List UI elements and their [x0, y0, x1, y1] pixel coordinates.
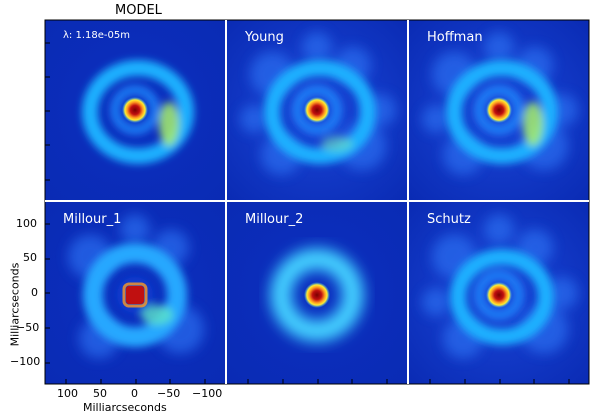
panel-title-young: Young: [245, 30, 284, 45]
figure-title: MODEL: [115, 3, 162, 18]
panel-image: [409, 202, 589, 384]
image-panel-millour1: Millour_1: [45, 202, 225, 384]
panel-image: [227, 20, 407, 200]
panel-title-millour2: Millour_2: [245, 212, 304, 227]
x-tick-label: 100: [57, 387, 78, 400]
image-panel-model: λ: 1.18e-05m: [45, 20, 225, 200]
panel-image: [45, 20, 225, 200]
x-axis-label: Milliarcseconds: [83, 401, 167, 414]
y-tick-label: −100: [10, 355, 41, 368]
x-tick-label: 50: [93, 387, 107, 400]
x-tick-label: 0: [131, 387, 138, 400]
y-tick-label: 50: [23, 251, 37, 264]
image-panel-millour2: Millour_2: [227, 202, 407, 384]
y-tick-label: 0: [31, 286, 38, 299]
panel-title-schutz: Schutz: [427, 212, 471, 227]
panel-image: [227, 202, 407, 384]
image-panel-young: Young: [227, 20, 407, 200]
panel-title-millour1: Millour_1: [63, 212, 122, 227]
panel-image: [409, 20, 589, 200]
y-tick-label: −50: [16, 321, 40, 334]
image-panel-schutz: Schutz: [409, 202, 589, 384]
image-panel-hoffman: Hoffman: [409, 20, 589, 200]
panel-image: [45, 202, 225, 384]
x-tick-label: −100: [192, 387, 223, 400]
x-tick-label: −50: [157, 387, 181, 400]
wavelength-label: λ: 1.18e-05m: [63, 30, 130, 41]
y-tick-label: 100: [16, 217, 37, 230]
panel-title-hoffman: Hoffman: [427, 30, 483, 45]
